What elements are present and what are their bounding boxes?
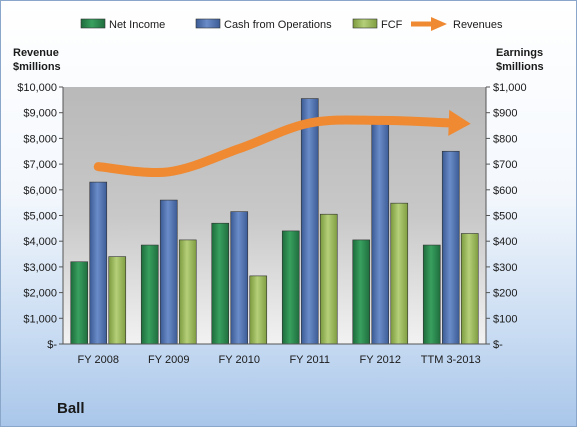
revenue-line (93, 115, 456, 177)
legend-swatch-net-income (80, 18, 106, 29)
legend-label-net-income: Net Income (109, 19, 165, 31)
right-tick-label: $600 (493, 185, 517, 197)
left-tick-label: $1,000 (23, 313, 57, 325)
right-tick-label: $100 (493, 313, 517, 325)
legend-swatch-cash-from-operations (195, 18, 221, 29)
bar-cash-from-operations-fy-2009 (159, 199, 178, 345)
revenue-series (93, 109, 471, 177)
right-tick-label: $900 (493, 108, 517, 120)
right-tick-label: $- (493, 339, 503, 351)
right-tick-label: $700 (493, 159, 517, 171)
left-axis: $- $1,000 $2,000 $3,000 $4,000 $5,000 $6,000 $7… (17, 82, 64, 351)
legend-label-cash-from-operations: Cash from Operations (224, 19, 332, 31)
legend-swatch-fcf (352, 18, 378, 29)
bars (70, 98, 479, 345)
bar-cash-from-operations-ttm-3-2013 (441, 150, 460, 345)
bar-cash-from-operations-fy-2008 (89, 181, 108, 345)
left-tick-label: $5,000 (23, 211, 57, 223)
right-axis-title-line2: $millions (496, 61, 544, 73)
right-axis: $- $100 $200 $300 $400 $500 $600 $700 $800 $900 $1… (485, 82, 527, 351)
bar-cash-from-operations-fy-2011 (300, 98, 319, 345)
bar-fcf-fy-2011 (319, 213, 338, 345)
bar-net-income-fy-2009 (140, 244, 159, 345)
bar-fcf-fy-2008 (108, 256, 127, 345)
bar-net-income-fy-2011 (281, 230, 300, 345)
right-tick-label: $200 (493, 288, 517, 300)
bar-fcf-fy-2009 (178, 239, 197, 345)
right-axis-title-line1: Earnings (496, 47, 543, 59)
x-tick-label: FY 2008 (78, 354, 119, 366)
bar-net-income-fy-2008 (70, 261, 89, 345)
legend: Net Income Cash from Operations FCF Revenue… (80, 17, 503, 31)
legend-label-revenues: Revenues (453, 19, 503, 31)
bar-fcf-fy-2012 (390, 202, 409, 345)
left-tick-label: $10,000 (17, 82, 57, 94)
left-tick-label: $- (47, 339, 57, 351)
bar-net-income-fy-2010 (211, 222, 230, 345)
bar-net-income-fy-2012 (352, 239, 371, 345)
x-axis-labels: FY 2008 FY 2009 FY 2010 FY 2011 FY 2012 TTM 3… (78, 354, 481, 366)
bar-cash-from-operations-fy-2010 (230, 211, 249, 345)
left-tick-label: $7,000 (23, 159, 57, 171)
right-tick-label: $400 (493, 236, 517, 248)
left-axis-title-line2: $millions (13, 61, 61, 73)
legend-label-fcf: FCF (381, 19, 403, 31)
revenue-arrow-head (448, 109, 471, 136)
left-tick-label: $2,000 (23, 288, 57, 300)
bar-fcf-ttm-3-2013 (460, 233, 479, 345)
left-tick-label: $9,000 (23, 108, 57, 120)
right-tick-label: $1,000 (493, 82, 527, 94)
company-name: Ball (57, 400, 85, 417)
x-tick-label: TTM 3-2013 (421, 354, 481, 366)
left-axis-title-line1: Revenue (13, 47, 59, 59)
x-tick-label: FY 2009 (148, 354, 189, 366)
left-tick-label: $6,000 (23, 185, 57, 197)
legend-swatch-arrow-revenues (431, 17, 447, 31)
bar-fcf-fy-2010 (249, 275, 268, 345)
right-tick-label: $500 (493, 211, 517, 223)
x-tick-label: FY 2012 (360, 354, 401, 366)
bar-cash-from-operations-fy-2012 (371, 123, 390, 345)
left-tick-label: $8,000 (23, 133, 57, 145)
bar-net-income-ttm-3-2013 (422, 244, 441, 345)
x-tick-label: FY 2011 (289, 354, 330, 366)
left-tick-label: $4,000 (23, 236, 57, 248)
left-tick-label: $3,000 (23, 262, 57, 274)
right-tick-label: $800 (493, 133, 517, 145)
right-tick-label: $300 (493, 262, 517, 274)
x-tick-label: FY 2010 (219, 354, 260, 366)
